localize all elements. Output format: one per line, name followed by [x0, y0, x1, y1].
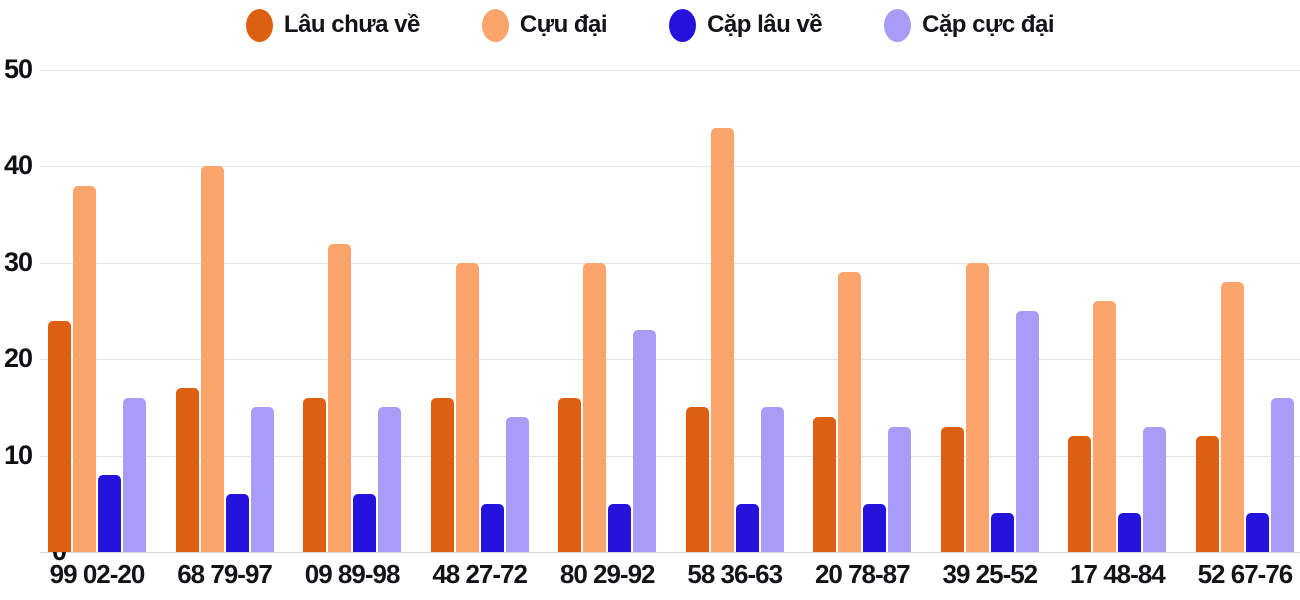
bar-group-10: 52 67-76	[1195, 70, 1294, 590]
bar	[505, 417, 529, 552]
legend-dot-icon	[884, 8, 912, 42]
x-axis-label: 52 67-76	[1197, 559, 1294, 589]
bar	[480, 503, 504, 552]
legend-dot-icon	[481, 8, 509, 42]
bar-group-5: 80 29-92	[558, 70, 657, 590]
legend-dot-icon	[245, 8, 273, 42]
bar	[225, 494, 249, 552]
bars	[430, 70, 529, 552]
bar	[1220, 282, 1244, 552]
gridline-0	[40, 552, 1300, 553]
gridline-50	[40, 70, 1300, 71]
bar	[1118, 513, 1142, 552]
x-axis-label: 09 89-98	[304, 559, 401, 589]
bar	[760, 407, 784, 552]
bar	[888, 426, 912, 552]
bar	[633, 330, 657, 552]
bar	[608, 503, 632, 552]
bar	[200, 166, 224, 552]
bars	[558, 70, 657, 552]
gridline-30	[40, 262, 1300, 264]
legend-item[interactable]: Cựu đại	[481, 8, 608, 42]
bar	[583, 262, 607, 552]
x-axis-label: 39 25-52	[942, 559, 1039, 589]
bars	[1068, 70, 1167, 552]
bar	[1143, 426, 1167, 552]
legend-dot-icon	[669, 8, 697, 42]
bar	[1068, 436, 1092, 552]
y-axis-tick-40: 40	[4, 150, 33, 181]
bar	[813, 417, 837, 552]
bar	[455, 262, 479, 552]
bar	[863, 503, 887, 552]
bars	[940, 70, 1039, 552]
bar	[710, 127, 734, 552]
bar	[1245, 513, 1269, 552]
bar	[175, 388, 199, 552]
y-axis-tick-20: 20	[4, 343, 33, 374]
bar	[1015, 311, 1039, 552]
x-axis-label: 68 79-97	[177, 559, 273, 589]
bar	[48, 320, 71, 552]
bar	[73, 185, 96, 552]
bar-group-6: 58 36-63	[685, 70, 784, 590]
y-axis-tick-50: 50	[4, 54, 33, 84]
x-axis-label: 48 27-72	[432, 559, 528, 589]
bars	[685, 70, 784, 552]
bar	[838, 272, 862, 552]
legend: Lâu chưa về Cựu đại Cặp lâu về Cặp cực đại	[0, 2, 1300, 48]
bar	[353, 494, 377, 552]
legend-item[interactable]: Cặp cực đại	[884, 8, 1055, 42]
legend-label: Cựu đại	[519, 11, 608, 38]
x-axis-label: 80 29-92	[559, 559, 656, 589]
bars	[175, 70, 274, 552]
bar-group-4: 48 27-72	[430, 70, 529, 590]
legend-item[interactable]: Lâu chưa về	[245, 8, 420, 42]
bar	[378, 407, 402, 552]
y-axis-tick-30: 30	[4, 246, 33, 277]
bar	[123, 397, 146, 552]
bar	[303, 397, 327, 552]
bar	[685, 407, 709, 552]
x-axis-label: 58 36-63	[687, 559, 783, 589]
gridline-40	[40, 166, 1300, 168]
legend-label: Cặp lâu về	[707, 11, 823, 38]
bars	[48, 70, 146, 552]
bar	[558, 397, 582, 552]
gridline-10	[40, 455, 1300, 457]
bars	[813, 70, 912, 552]
bar-group-1: 99 02-20	[48, 70, 146, 590]
bar	[965, 262, 989, 552]
gridline-20	[40, 359, 1300, 361]
bar-group-2: 68 79-97	[175, 70, 274, 590]
bar-group-9: 17 48-84	[1068, 70, 1167, 590]
bar	[990, 513, 1014, 552]
bar-group-7: 20 78-87	[813, 70, 912, 590]
bar-group-3: 09 89-98	[303, 70, 402, 590]
bars	[303, 70, 402, 552]
bar	[328, 243, 352, 552]
x-axis-label: 20 78-87	[814, 559, 911, 589]
y-axis-tick-10: 10	[4, 439, 33, 470]
legend-label: Lâu chưa về	[283, 11, 420, 38]
bar	[1093, 301, 1117, 552]
x-axis-label: 17 48-84	[1070, 559, 1166, 589]
bar	[735, 503, 759, 552]
bar	[1270, 397, 1294, 552]
bar	[98, 474, 121, 552]
bar	[250, 407, 274, 552]
x-axis-label: 99 02-20	[49, 559, 146, 589]
bar	[1195, 436, 1219, 552]
bar	[430, 397, 454, 552]
bar-groups: 99 02-20 68 79-97 09 89-98 48 27-72 80 29-92…	[40, 70, 1300, 590]
bar	[940, 426, 964, 552]
bar-group-8: 39 25-52	[940, 70, 1039, 590]
bars	[1195, 70, 1294, 552]
legend-item[interactable]: Cặp lâu về	[669, 8, 823, 42]
legend-label: Cặp cực đại	[922, 11, 1055, 38]
